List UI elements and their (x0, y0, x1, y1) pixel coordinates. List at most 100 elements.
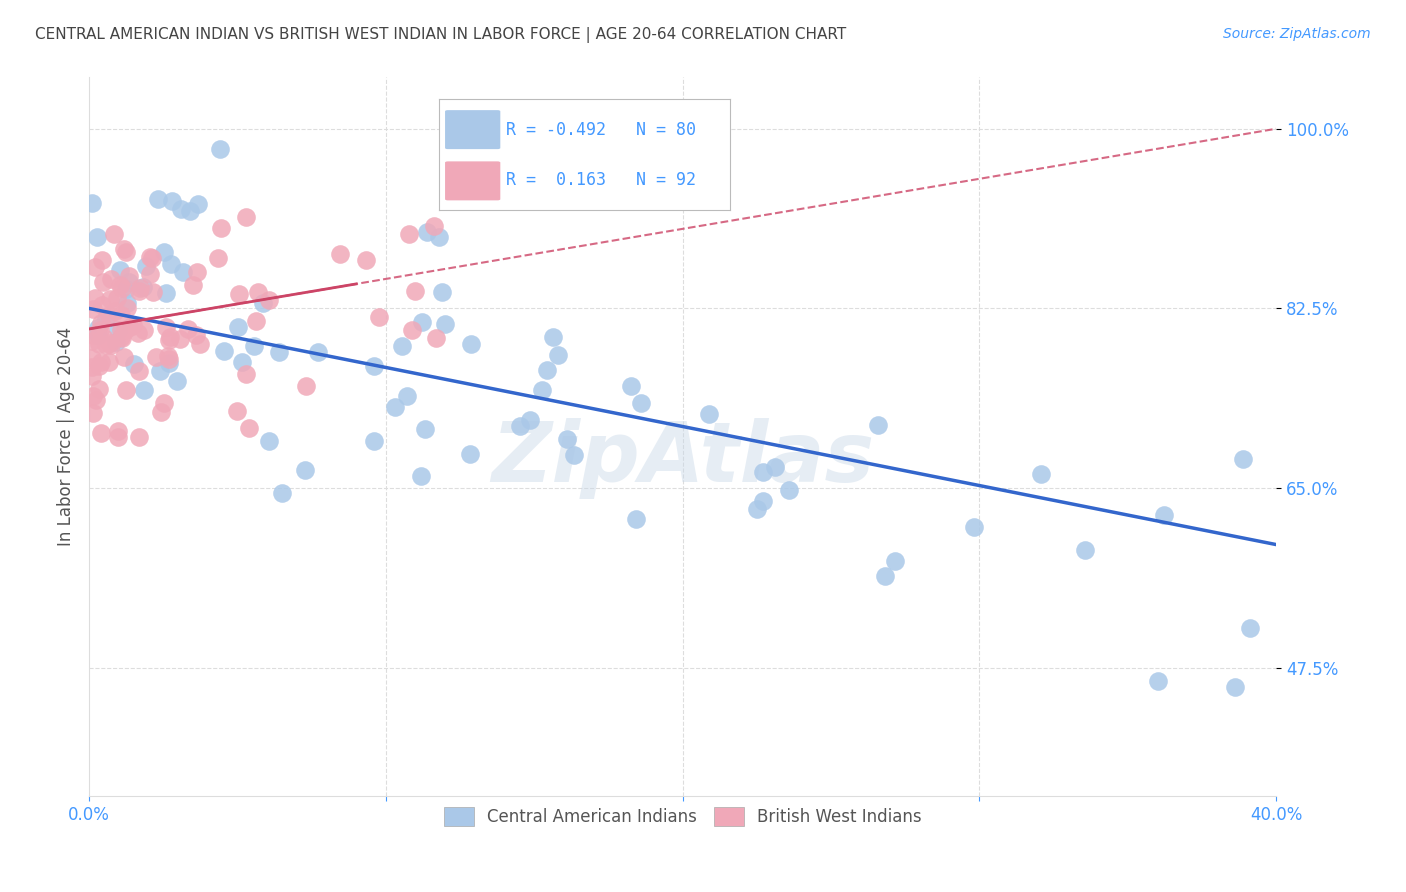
Point (391, 339, 413, 353)
Text: Source: ZipAtlas.com: Source: ZipAtlas.com (1223, 27, 1371, 41)
Point (103, 227, 125, 241)
Point (422, 219, 444, 233)
Point (157, 356, 180, 370)
Point (963, 520, 986, 534)
Point (541, 329, 564, 343)
Point (1232, 451, 1254, 466)
Point (141, 252, 163, 266)
Point (557, 432, 579, 446)
Point (80, 359, 103, 374)
Point (110, 330, 132, 344)
Point (129, 281, 152, 295)
Text: CENTRAL AMERICAN INDIAN VS BRITISH WEST INDIAN IN LABOR FORCE | AGE 20-64 CORREL: CENTRAL AMERICAN INDIAN VS BRITISH WEST … (35, 27, 846, 43)
Point (149, 364, 172, 378)
Point (128, 364, 150, 378)
Point (562, 449, 585, 463)
Point (128, 285, 150, 299)
Point (363, 359, 385, 373)
Point (1225, 680, 1247, 694)
Point (1029, 467, 1052, 482)
Point (519, 413, 541, 427)
Point (169, 332, 191, 346)
Point (98, 335, 121, 350)
Point (307, 345, 329, 359)
Point (363, 434, 385, 448)
Point (245, 314, 267, 328)
Point (96, 338, 118, 352)
Point (160, 194, 183, 209)
Point (110, 308, 132, 322)
Point (172, 265, 194, 279)
Point (257, 434, 280, 448)
Point (384, 400, 406, 414)
Point (294, 463, 316, 477)
Point (155, 285, 177, 300)
Point (294, 379, 316, 393)
Point (107, 425, 129, 439)
Point (225, 404, 247, 418)
Point (87, 320, 110, 334)
Point (328, 247, 350, 261)
Point (1147, 674, 1170, 689)
Point (86, 229, 108, 244)
Point (160, 257, 183, 271)
Point (153, 244, 176, 259)
Point (122, 357, 145, 371)
Point (157, 349, 180, 363)
Point (212, 344, 235, 359)
Point (267, 345, 290, 359)
Point (866, 417, 889, 432)
Point (80, 351, 103, 365)
Point (184, 327, 207, 342)
Point (107, 430, 129, 444)
Point (87, 337, 110, 351)
Point (108, 278, 131, 293)
Point (752, 494, 775, 508)
Point (118, 276, 141, 290)
Point (128, 430, 150, 444)
Point (207, 252, 229, 266)
Point (430, 285, 453, 299)
Point (209, 220, 232, 235)
Point (1073, 543, 1095, 558)
Point (778, 483, 800, 497)
Point (235, 210, 257, 224)
Point (105, 291, 128, 305)
Point (354, 253, 377, 268)
Point (411, 315, 433, 329)
Point (118, 268, 141, 283)
Point (235, 368, 257, 382)
Point (159, 329, 181, 343)
Point (146, 192, 169, 206)
Point (153, 396, 176, 410)
Point (82, 406, 104, 420)
Point (157, 333, 180, 347)
Point (115, 383, 138, 397)
Point (531, 383, 554, 397)
Point (132, 280, 155, 294)
Text: ZipAtlas: ZipAtlas (491, 417, 875, 499)
Y-axis label: In Labor Force | Age 20-64: In Labor Force | Age 20-64 (58, 327, 75, 546)
Point (80, 334, 103, 349)
Point (142, 285, 165, 300)
Point (752, 466, 775, 480)
Point (509, 419, 531, 434)
Point (231, 355, 253, 369)
Point (1153, 508, 1175, 522)
Point (87, 383, 110, 397)
Point (82, 327, 104, 342)
Point (135, 259, 157, 273)
Point (620, 378, 643, 392)
Point (177, 322, 200, 336)
Point (120, 320, 142, 334)
Point (398, 227, 420, 241)
Point (100, 338, 122, 352)
Point (114, 323, 136, 337)
Point (873, 569, 896, 583)
Point (115, 281, 138, 295)
Point (257, 293, 280, 307)
Point (90, 355, 112, 369)
Point (93, 331, 115, 345)
Point (110, 281, 132, 295)
Point (883, 554, 905, 568)
